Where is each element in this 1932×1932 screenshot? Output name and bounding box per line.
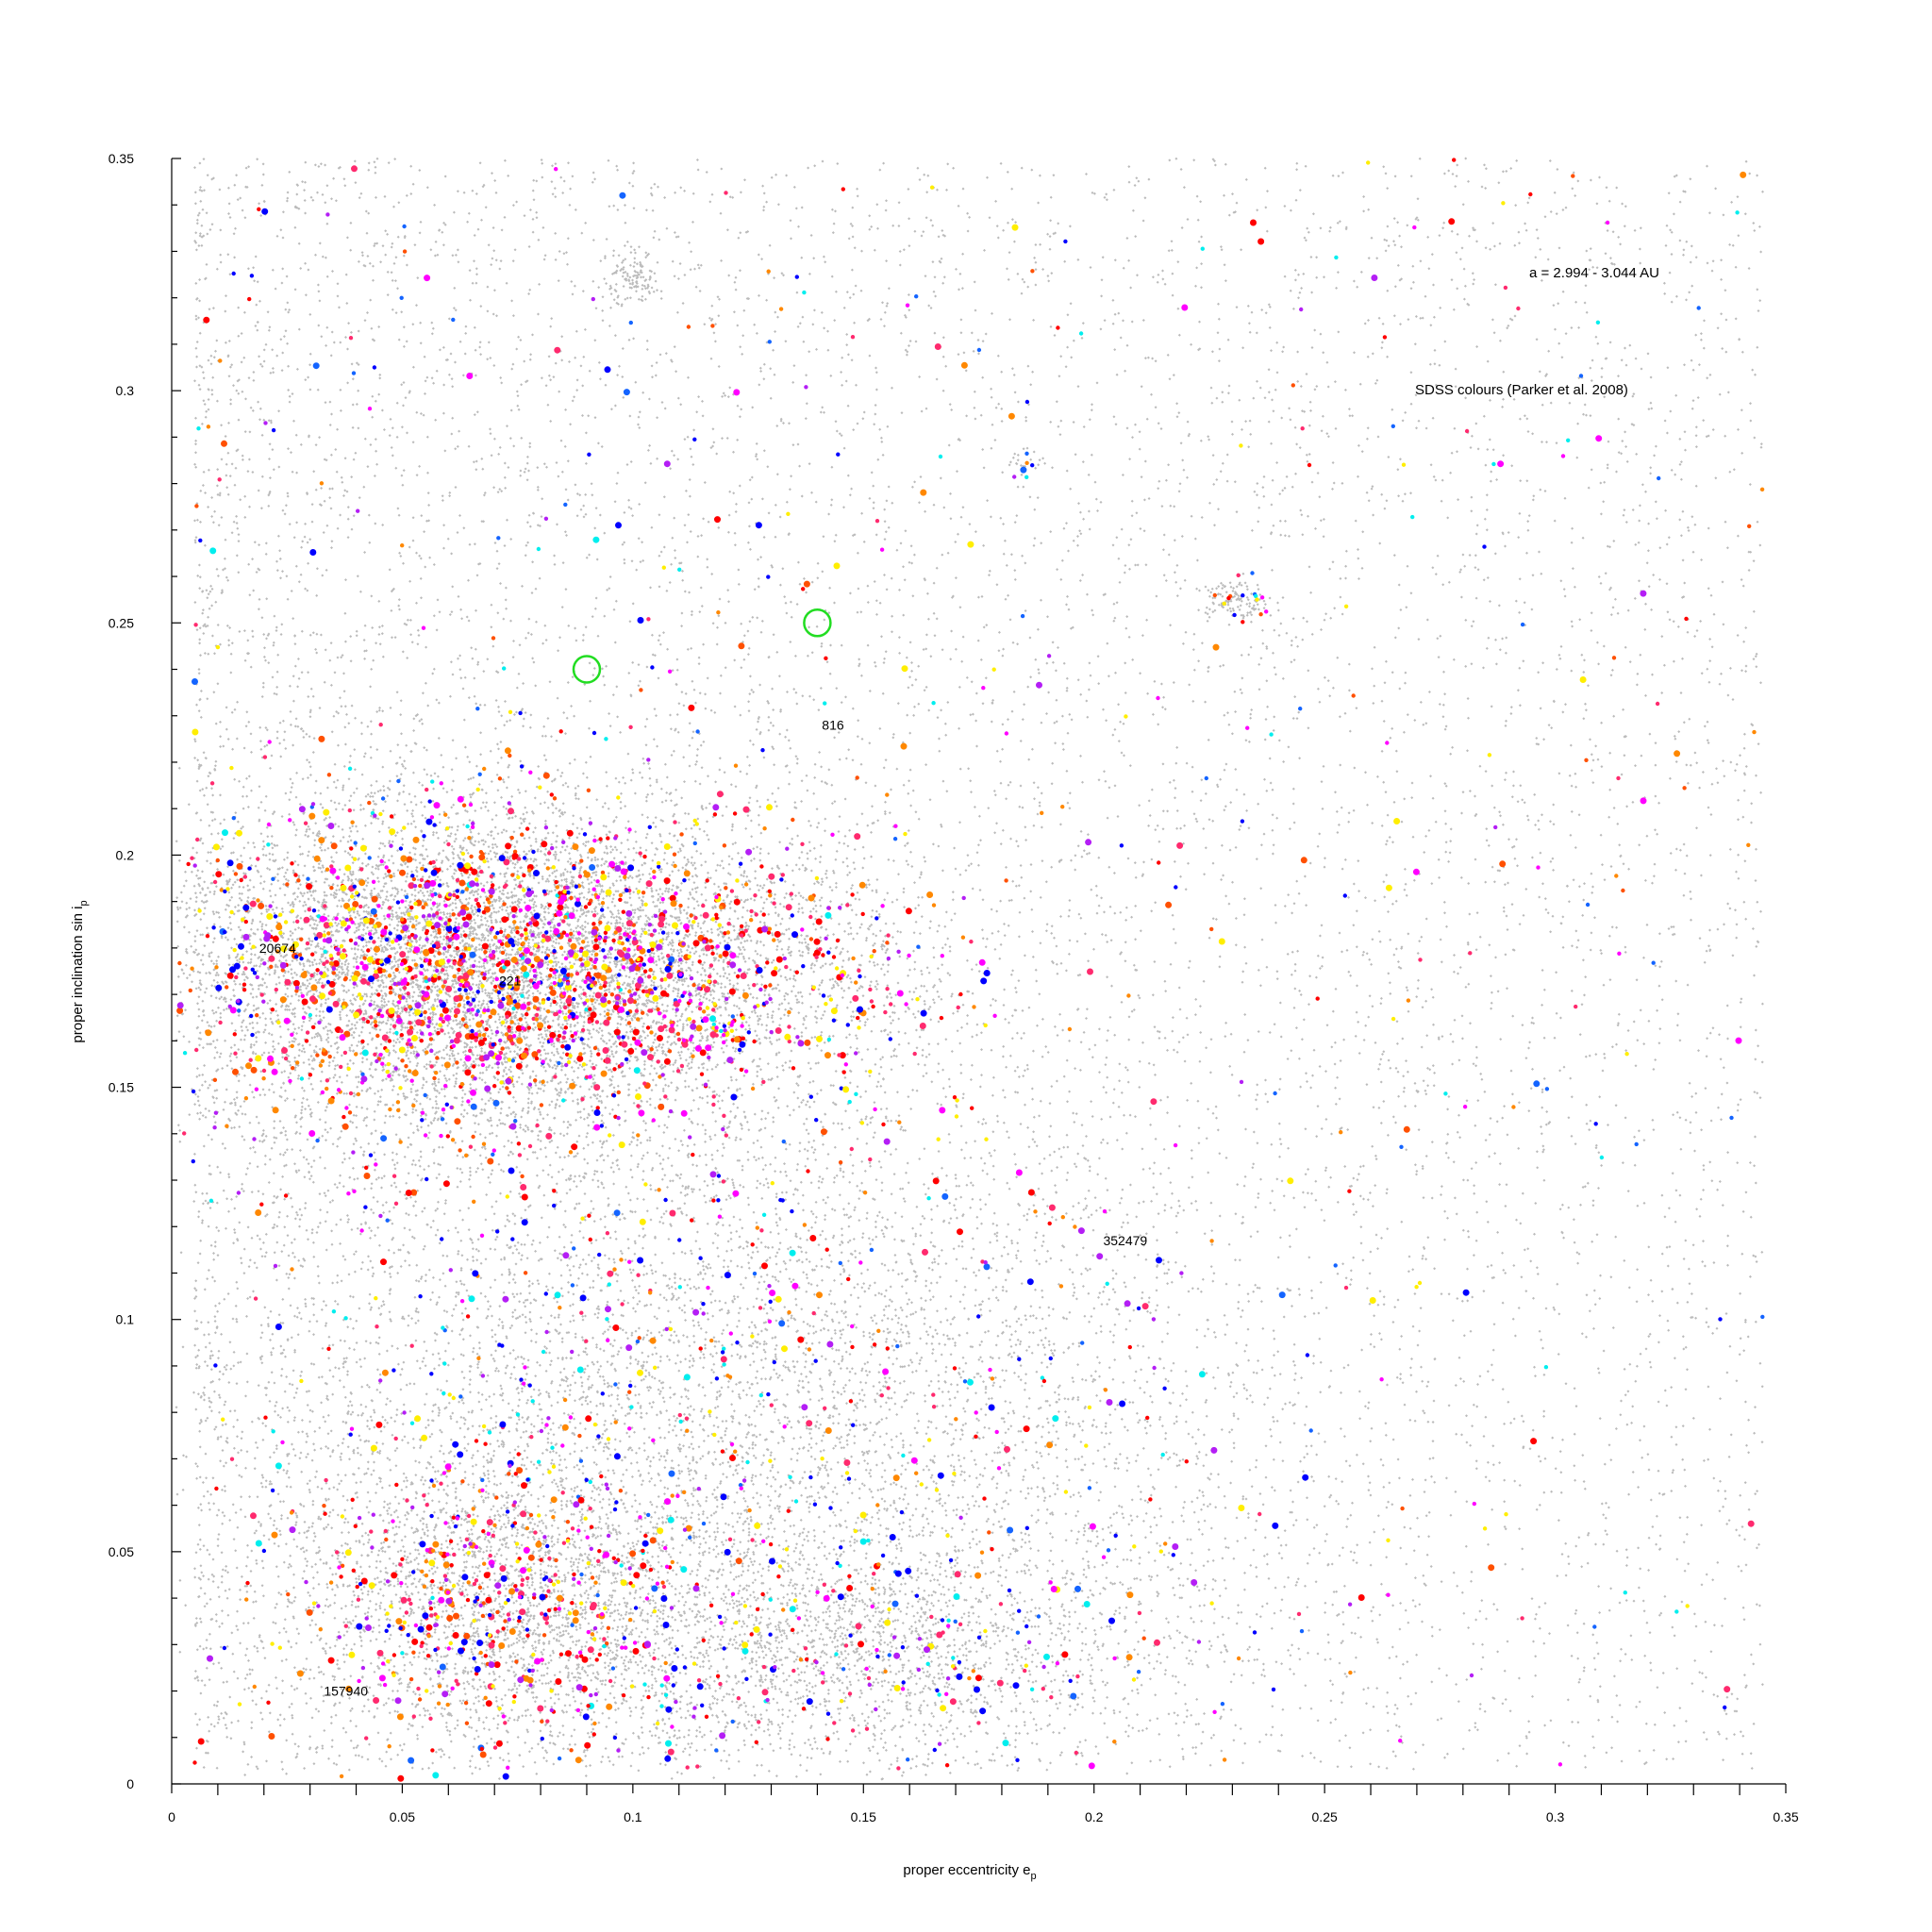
y-tick-label: 0.1 (116, 1312, 135, 1327)
y-tick-label: 0.2 (116, 847, 135, 862)
object-label: 816 (822, 718, 844, 733)
y-ticks: 0 0.05 0.1 0.15 0.2 0.25 0.3 0.35 (108, 151, 181, 1791)
x-tick-label: 0.3 (1546, 1809, 1565, 1824)
y-tick-label: 0 (126, 1776, 134, 1791)
x-tick-label: 0.15 (851, 1809, 876, 1824)
y-tick-label: 0.05 (108, 1544, 134, 1559)
sdss-colored-points (186, 158, 1689, 1782)
sdss-colored-points (176, 174, 1752, 1758)
object-label: 352479 (1103, 1233, 1147, 1248)
object-label: 157940 (324, 1683, 368, 1698)
x-tick-label: 0.35 (1773, 1809, 1798, 1824)
highlight-circle (572, 655, 602, 684)
y-axis-label: proper inclination sin ip (70, 900, 90, 1042)
axes (171, 158, 1786, 1785)
x-ticks: 0 0.05 0.1 0.15 0.2 0.25 0.3 0.35 (168, 1784, 1799, 1824)
x-axis-label: proper eccentricity ep (903, 1862, 1036, 1882)
highlight-circle (803, 608, 832, 638)
highlight-circles (572, 608, 832, 684)
object-label: 20674 (259, 941, 296, 956)
scatter-points (175, 157, 1765, 1782)
x-tick-label: 0.05 (390, 1809, 415, 1824)
sdss-colored-points (191, 208, 1727, 1780)
sdss-colored-points (176, 212, 1647, 1753)
x-tick-label: 0.25 (1312, 1809, 1338, 1824)
y-tick-label: 0.3 (116, 383, 135, 398)
sdss-colored-points (190, 171, 1765, 1779)
object-labels: 20674 221 816 352479 157940 (259, 718, 1148, 1699)
background-points (175, 157, 1764, 1781)
x-tick-label: 0 (168, 1809, 175, 1824)
annotation-semimajor-axis: a = 2.994 - 3.044 AU (1529, 265, 1659, 281)
x-tick-label: 0.1 (624, 1809, 642, 1824)
y-tick-label: 0.15 (108, 1080, 134, 1095)
object-label: 221 (499, 973, 522, 988)
annotation-sdss-colours: SDSS colours (Parker et al. 2008) (1415, 382, 1628, 398)
y-tick-label: 0.35 (108, 151, 134, 166)
x-tick-label: 0.2 (1085, 1809, 1104, 1824)
y-tick-label: 0.25 (108, 615, 134, 630)
